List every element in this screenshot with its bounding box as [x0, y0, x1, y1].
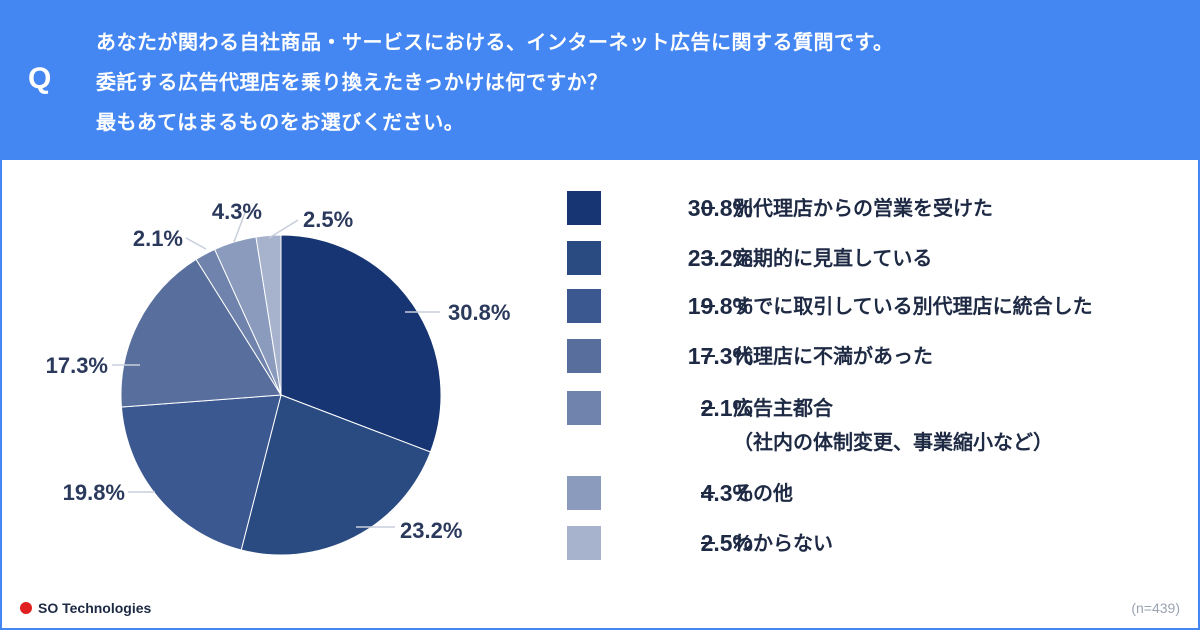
slice-data-label: 2.5% [303, 207, 353, 232]
question-header: Q あなたが関わる自社商品・サービスにおける、インターネット広告に関する質問です… [0, 0, 1200, 160]
legend-dash [701, 207, 715, 209]
legend-swatch [567, 339, 601, 373]
question-mark: Q [28, 62, 52, 95]
legend-sublabel: （社内の体制変更、事業縮小など） [733, 430, 1053, 454]
legend-swatch [567, 241, 601, 275]
legend-dash [701, 257, 715, 259]
slice-data-label: 2.1% [133, 226, 183, 251]
legend-percent: 2.1% [700, 395, 753, 421]
slice-data-label: 17.3% [46, 353, 108, 378]
legend-dash [701, 542, 715, 544]
slice-data-label: 4.3% [212, 199, 262, 224]
legend-label: 代理店に不満があった [733, 344, 933, 368]
legend-label: 定期的に見直している [733, 246, 933, 270]
legend-label: 広告主都合 [733, 396, 833, 420]
legend-label: わからない [733, 531, 833, 555]
pie-slice [120, 258, 282, 408]
question-line-3: 最もあてはまるものをお選びください。 [96, 110, 465, 134]
legend-swatch [567, 191, 601, 225]
legend-dash [701, 492, 715, 494]
legend-percent: 30.8% [687, 195, 753, 221]
question-line-2: 委託する広告代理店を乗り換えたきっかけは何ですか？ [96, 70, 608, 94]
leader-line [233, 209, 247, 243]
legend-percent: 19.8% [687, 293, 753, 319]
leader-line [268, 219, 299, 239]
question-line-1: あなたが関わる自社商品・サービスにおける、インターネット広告に関する質問です。 [96, 30, 894, 54]
slice-data-label: 30.8% [448, 300, 510, 325]
brand-dot-icon [20, 602, 32, 614]
legend-percent: 4.3% [700, 480, 753, 506]
legend-swatch [567, 526, 601, 560]
legend-percent: 23.2% [687, 245, 753, 271]
legend-label: 別代理店からの営業を受けた [733, 196, 993, 220]
legend-dash [701, 355, 715, 357]
legend-swatch [567, 476, 601, 510]
pie-slice [120, 394, 282, 551]
slice-data-label: 23.2% [400, 518, 462, 543]
legend-swatch [567, 289, 601, 323]
brand-name: SO Technologies [38, 600, 152, 616]
pie-slice [255, 234, 282, 396]
pie-chart: 30.8% 23.2% 19.8% 17.3% 2.1% 4.3% 2.5% [46, 199, 510, 556]
legend-swatch [567, 391, 601, 425]
legend-dash [701, 305, 715, 307]
legend-label: その他 [733, 481, 793, 505]
pie-slice [240, 394, 432, 556]
sample-size: (n=439) [1131, 600, 1180, 616]
legend-label: すでに取引している別代理店に統合した [733, 294, 1093, 318]
pie-slice [280, 234, 442, 453]
brand-logo: SO Technologies [20, 600, 151, 616]
leader-line [185, 237, 207, 250]
legend-percent: 2.5% [700, 530, 753, 556]
legend-percent: 17.3% [687, 343, 753, 369]
question-text: あなたが関わる自社商品・サービスにおける、インターネット広告に関する質問です。 … [96, 22, 894, 142]
legend-dash [701, 407, 715, 409]
slice-data-label: 19.8% [63, 480, 125, 505]
